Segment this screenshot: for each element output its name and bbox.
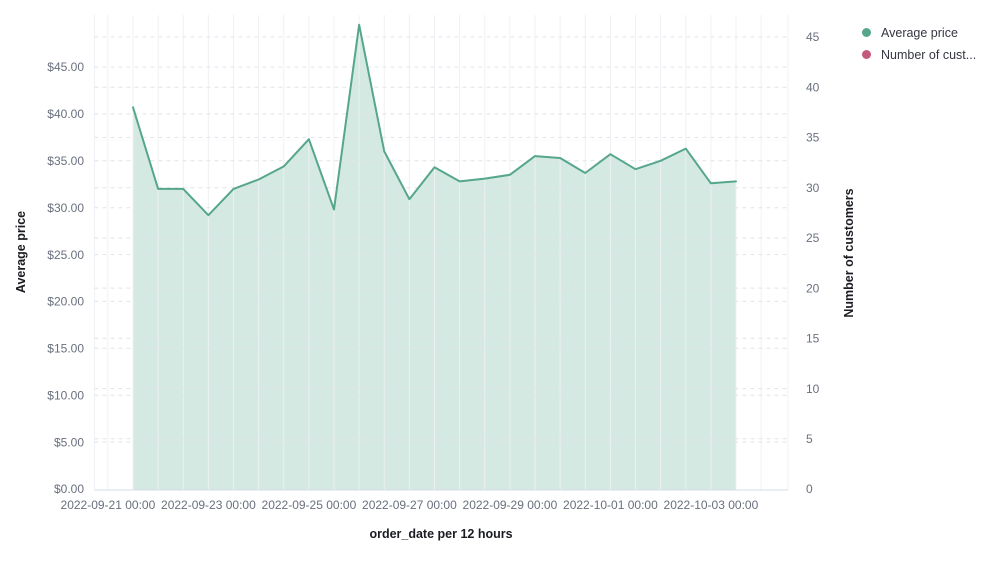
right-axis-title: Number of customers [842, 188, 856, 318]
left-axis-tick-label: $30.00 [47, 201, 84, 215]
x-axis-tick-label: 2022-10-03 00:00 [664, 498, 759, 512]
right-axis-tick-label: 40 [806, 80, 820, 94]
right-axis-tick-label: 25 [806, 231, 820, 245]
x-axis-tick-label: 2022-09-25 00:00 [262, 498, 357, 512]
x-axis-tick-label: 2022-09-21 00:00 [61, 498, 156, 512]
left-axis-tick-label: $45.00 [47, 60, 84, 74]
right-axis-tick-label: 0 [806, 482, 813, 496]
series-line[interactable] [132, 23, 737, 217]
right-axis-tick-label: 30 [806, 181, 820, 195]
left-axis-tick-label: $35.00 [47, 154, 84, 168]
left-axis-tick-label: $5.00 [54, 435, 84, 449]
right-axis-tick-label: 45 [806, 30, 820, 44]
x-axis-tick-label: 2022-09-29 00:00 [463, 498, 558, 512]
legend-item-label: Number of cust... [881, 47, 977, 62]
right-axis-tick-label: 20 [806, 281, 820, 295]
gridlines [94, 15, 789, 490]
legend-dot-icon [862, 28, 871, 37]
left-axis-tick-label: $0.00 [54, 482, 84, 496]
left-axis-tick-label: $25.00 [47, 248, 84, 262]
series-line-layer[interactable] [132, 23, 737, 217]
left-axis-tick-label: $10.00 [47, 388, 84, 402]
legend-dot-icon [862, 50, 871, 59]
axis-labels: $0.00 $5.00 $10.00 $15.00 $20.00 $25.00 $30.00… [47, 30, 819, 512]
x-axis-tick-label: 2022-10-01 00:00 [563, 498, 658, 512]
x-axis-title: order_date per 12 hours [369, 527, 513, 541]
legend-item-label: Average price [881, 25, 958, 40]
right-axis-tick-label: 10 [806, 382, 820, 396]
left-axis-title: Average price [14, 210, 28, 294]
left-axis-tick-label: $15.00 [47, 342, 84, 356]
x-axis-tick-label: 2022-09-27 00:00 [362, 498, 457, 512]
legend-item-1[interactable]: Number of cust... [862, 46, 976, 63]
left-axis-tick-label: $20.00 [47, 295, 84, 309]
legend-item-0[interactable]: Average price [862, 24, 976, 41]
right-axis-tick-label: 5 [806, 432, 813, 446]
legend: Average price Number of cust... [862, 24, 976, 63]
left-axis-tick-label: $40.00 [47, 107, 84, 121]
right-axis-tick-label: 15 [806, 332, 820, 346]
x-axis-tick-label: 2022-09-23 00:00 [161, 498, 256, 512]
right-axis-tick-label: 35 [806, 131, 820, 145]
